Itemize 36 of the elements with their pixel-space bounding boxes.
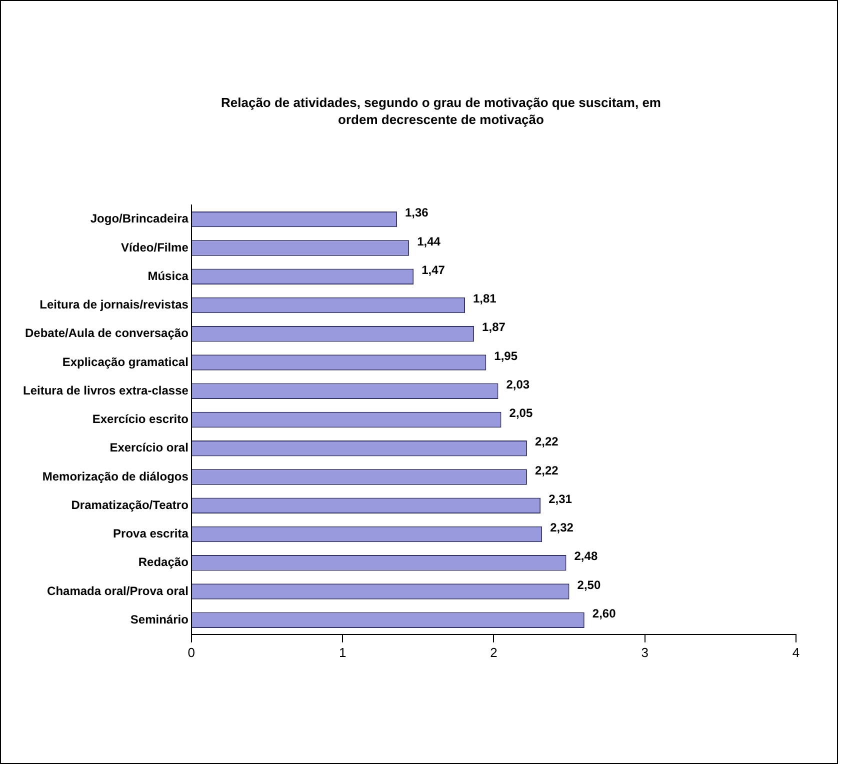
y-tick-label: Exercício escrito [92,412,188,426]
y-tick-label: Prova escrita [113,526,189,541]
data-label: 2,22 [534,463,559,478]
y-tick-label: Leitura de jornais/revistas [40,298,189,312]
data-label: 2,48 [574,549,598,564]
y-tick-label: Música [148,268,189,283]
data-label: 1,44 [417,234,441,248]
y-tick-label: Dramatização/Teatro [71,498,188,512]
x-tick-label: 0 [188,644,196,660]
y-tick-label: Redação [138,555,188,570]
y-tick-label: Debate/Aula de conversação [25,326,188,340]
chart-title: Relação de atividades, segundo o grau de motivação que suscitam, em ordem decrescente de motivação [220,94,662,128]
data-label: 2,50 [577,578,601,592]
data-label: 1,87 [482,320,506,334]
data-label: 1,81 [472,292,497,306]
data-label: 2,22 [534,434,559,449]
data-label: 1,36 [404,206,429,220]
data-label: 2,32 [550,520,574,535]
y-tick-label: Memorização de diálogos [42,469,189,484]
data-label: 2,60 [592,606,616,620]
y-tick-label: Vídeo/Filme [121,240,189,254]
y-tick-label: Leitura de livros extra-classe [22,383,189,398]
x-tick-label: 3 [641,644,648,660]
x-tick-label: 2 [490,644,498,660]
data-label: 2,03 [506,377,530,392]
y-tick-label: Explicação gramatical [62,354,188,369]
data-label: 1,47 [422,262,446,277]
y-tick-label: Jogo/Brincadeira [90,212,189,226]
data-label: 2,05 [509,406,533,420]
x-tick-label: 4 [792,644,800,660]
data-label: 1,95 [494,348,518,363]
data-label: 2,31 [548,492,572,506]
x-tick-label: 1 [338,644,346,660]
y-tick-label: Exercício oral [110,440,188,455]
y-tick-label: Chamada oral/Prova oral [47,584,188,598]
y-tick-label: Seminário [130,612,188,626]
